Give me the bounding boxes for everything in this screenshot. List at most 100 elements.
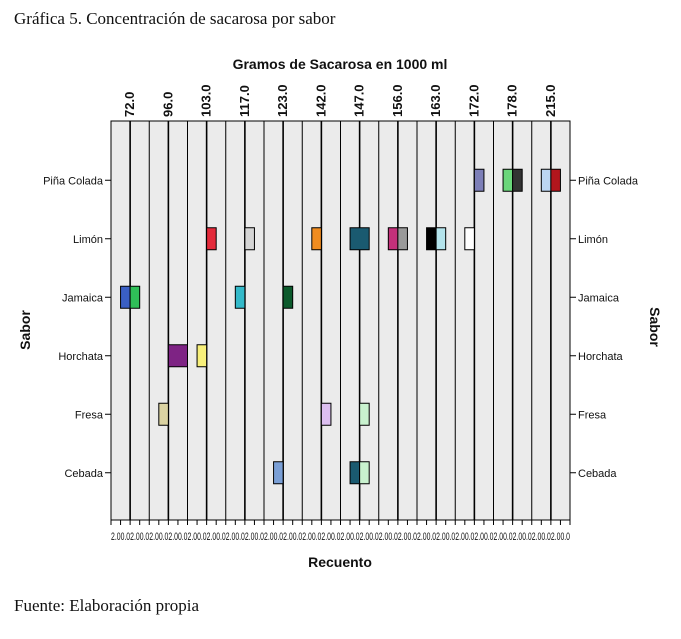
bar	[540, 168, 552, 192]
panel-label: 178.0	[505, 84, 520, 117]
x-tick-label: 0.0	[388, 531, 398, 543]
y-tick-label-right: Piña Colada	[578, 175, 639, 187]
panel-label: 163.0	[428, 84, 443, 117]
x-tick-label: 0.0	[560, 531, 570, 543]
bar	[349, 461, 361, 485]
x-tick-label: 0.0	[254, 531, 264, 543]
x-tick-labels: 2.00.02.00.02.00.02.00.02.00.02.00.02.00…	[111, 531, 570, 543]
x-tick-label: 0.0	[465, 531, 475, 543]
bar	[320, 402, 332, 426]
bar	[502, 168, 514, 192]
panel-label: 117.0	[237, 85, 252, 117]
panel-label: 147.0	[352, 84, 367, 117]
x-tick-label: 0.0	[121, 531, 131, 543]
x-tick-label: 2.0	[321, 531, 331, 543]
x-tick-label: 2.0	[436, 531, 446, 543]
y-tick-label-left: Limón	[73, 234, 103, 246]
x-tick-label: 0.0	[312, 531, 322, 543]
bar	[359, 461, 370, 485]
x-tick-label: 0.0	[350, 531, 360, 543]
y-tick-label-left: Jamaica	[62, 292, 104, 304]
x-tick-label: 2.0	[532, 531, 542, 543]
bar	[273, 461, 284, 485]
bar	[435, 227, 447, 251]
y-tick-label-right: Horchata	[578, 351, 624, 363]
x-tick-label: 0.0	[427, 531, 437, 543]
bar	[512, 168, 523, 192]
x-tick-label: 0.0	[197, 531, 207, 543]
x-tick-label: 0.0	[541, 531, 551, 543]
chart: Gramos de Sacarosa en 1000 ml Recuento S…	[17, 56, 663, 570]
bar	[359, 402, 370, 426]
x-tick-label: 2.0	[513, 531, 523, 543]
x-tick-label: 2.0	[226, 531, 236, 543]
bar	[550, 168, 561, 192]
x-tick-label: 0.0	[503, 531, 513, 543]
y-tick-label-left: Cebada	[64, 468, 103, 480]
bar	[158, 402, 169, 426]
y-tick-label-right: Limón	[578, 234, 608, 246]
panel-label: 72.0	[122, 92, 137, 117]
x-tick-label: 2.0	[455, 531, 465, 543]
bar	[167, 344, 188, 368]
bar	[473, 168, 485, 192]
bar	[397, 227, 408, 251]
bar	[206, 227, 217, 251]
panel-label: 215.0	[543, 84, 558, 117]
y-tick-label-left: Horchata	[58, 351, 104, 363]
x-tick-label: 0.0	[369, 531, 379, 543]
x-tick-label: 2.0	[494, 531, 504, 543]
bar	[349, 227, 370, 251]
y-axis-label-left: Sabor	[17, 310, 33, 350]
bar	[129, 285, 141, 309]
x-tick-label: 2.0	[341, 531, 351, 543]
figure-source: Fuente: Elaboración propia	[14, 596, 200, 615]
x-tick-label: 2.0	[551, 531, 561, 543]
bar	[311, 227, 322, 251]
chart-title: Gramos de Sacarosa en 1000 ml	[233, 56, 448, 72]
bar	[120, 285, 131, 309]
y-tick-label-right: Jamaica	[578, 292, 620, 304]
bar	[464, 227, 475, 251]
panel-label: 123.0	[275, 84, 290, 117]
x-tick-label: 0.0	[293, 531, 303, 543]
x-tick-label: 2.0	[264, 531, 274, 543]
x-tick-label: 2.0	[130, 531, 140, 543]
x-tick-label: 2.0	[360, 531, 370, 543]
x-tick-label: 0.0	[140, 531, 150, 543]
x-tick-label: 0.0	[274, 531, 284, 543]
x-tick-label: 0.0	[159, 531, 169, 543]
x-tick-label: 2.0	[379, 531, 389, 543]
bar	[234, 285, 246, 309]
bar	[426, 227, 437, 251]
x-tick-label: 2.0	[207, 531, 217, 543]
y-tick-label-left: Fresa	[75, 409, 104, 421]
panel-label: 172.0	[466, 84, 481, 117]
x-tick-label: 0.0	[178, 531, 188, 543]
x-tick-label: 2.0	[417, 531, 427, 543]
bar	[196, 344, 208, 368]
x-tick-label: 2.0	[398, 531, 408, 543]
figure-caption: Gráfica 5. Concentración de sacarosa por…	[14, 9, 336, 28]
y-tick-label-right: Fresa	[578, 409, 607, 421]
x-tick-label: 0.0	[407, 531, 417, 543]
x-tick-label: 2.0	[149, 531, 159, 543]
bar	[387, 227, 399, 251]
plot-area: 72.0 96.0 103.0 117.0 123.0 142.0 147.0 156.0 16…	[43, 84, 639, 543]
x-tick-label: 0.0	[484, 531, 494, 543]
x-tick-label: 2.0	[111, 531, 121, 543]
x-tick-label: 0.0	[331, 531, 341, 543]
x-tick-label: 2.0	[302, 531, 312, 543]
x-tick-label: 2.0	[245, 531, 255, 543]
y-tick-label-left: Piña Colada	[43, 175, 104, 187]
x-tick-label: 0.0	[522, 531, 532, 543]
x-tick-label: 2.0	[188, 531, 198, 543]
bar	[244, 227, 255, 251]
x-tick-label: 2.0	[168, 531, 178, 543]
panel-label: 96.0	[160, 92, 175, 117]
y-tick-label-right: Cebada	[578, 468, 617, 480]
x-tick-label: 0.0	[446, 531, 456, 543]
panel-label: 142.0	[313, 84, 328, 117]
x-tick-label: 2.0	[283, 531, 293, 543]
panel-label: 156.0	[390, 84, 405, 117]
